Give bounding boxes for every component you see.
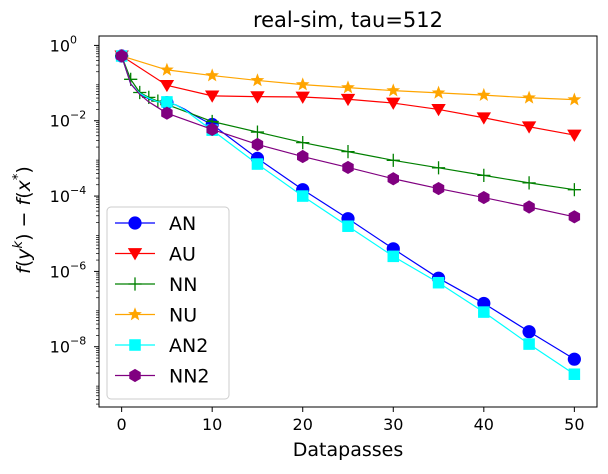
x-tick-label: 50 xyxy=(564,415,584,434)
data-point xyxy=(159,79,175,93)
data-point xyxy=(250,73,265,87)
data-point xyxy=(567,92,582,106)
legend-label: AN xyxy=(169,213,196,235)
data-point xyxy=(296,135,310,150)
y-tick-label-exponent: −6 xyxy=(70,259,86,272)
data-point xyxy=(568,210,581,224)
data-point xyxy=(161,106,173,120)
y-tick-label-exponent: −4 xyxy=(70,184,86,197)
data-point xyxy=(386,97,401,110)
legend-box xyxy=(106,206,230,400)
data-point xyxy=(205,68,220,82)
data-point xyxy=(295,91,310,104)
data-point xyxy=(161,96,173,108)
legend-item-an: AN xyxy=(115,213,196,235)
legend-item-nu: NU xyxy=(115,305,197,327)
y-tick-label-exponent: 0 xyxy=(70,33,77,46)
data-point xyxy=(522,325,536,339)
x-tick-label: 20 xyxy=(293,415,313,434)
legend-label: AU xyxy=(169,244,196,266)
legend: AN AU NN NU AN2 NN2 xyxy=(106,206,230,400)
plot-frame xyxy=(98,35,598,408)
data-point xyxy=(523,200,535,214)
data-point xyxy=(250,91,265,104)
data-point xyxy=(297,149,309,164)
legend-label: AN2 xyxy=(169,335,208,357)
legend-item-au: AU xyxy=(115,244,196,266)
legend-label: NU xyxy=(169,305,197,327)
x-tick-label: 30 xyxy=(383,415,403,434)
data-point xyxy=(523,338,535,350)
y-tick-label: 10 xyxy=(50,112,70,131)
data-point xyxy=(296,190,309,202)
data-point xyxy=(129,368,141,383)
data-point xyxy=(476,112,492,125)
data-point xyxy=(251,137,264,152)
data-point xyxy=(432,181,445,196)
data-point xyxy=(160,62,174,76)
plot-area xyxy=(98,35,598,408)
data-point xyxy=(128,277,142,291)
series-au xyxy=(114,50,582,142)
data-point xyxy=(431,161,446,175)
series-line xyxy=(121,55,575,101)
data-point xyxy=(206,122,218,137)
data-point xyxy=(251,158,264,170)
data-point xyxy=(387,172,399,186)
data-point xyxy=(342,160,354,175)
y-tick-label-exponent: −2 xyxy=(70,109,86,122)
series-nu xyxy=(114,48,582,106)
data-point xyxy=(129,339,141,351)
data-point xyxy=(387,250,400,263)
series-line xyxy=(121,55,575,218)
x-axis-label: Datapasses xyxy=(293,439,403,461)
data-point xyxy=(568,368,581,380)
legend-label: NN xyxy=(169,274,197,296)
data-point xyxy=(478,306,490,318)
y-tick-label: 10 xyxy=(50,187,70,206)
data-point xyxy=(128,216,142,230)
data-point xyxy=(386,83,401,97)
data-point xyxy=(295,77,310,91)
data-point xyxy=(128,307,142,321)
data-point xyxy=(522,90,536,104)
data-point xyxy=(432,276,445,289)
chart-title: real-sim, tau=512 xyxy=(253,8,443,32)
y-axis-label: f(yk) − f(x*) xyxy=(11,166,35,274)
data-point xyxy=(204,90,220,103)
data-point xyxy=(567,129,582,142)
data-point xyxy=(477,168,491,182)
data-point xyxy=(115,49,128,63)
data-point xyxy=(522,176,536,190)
y-tick-label-exponent: −8 xyxy=(70,335,86,348)
data-point xyxy=(250,125,265,139)
x-tick-label: 40 xyxy=(474,415,494,434)
series-nn2 xyxy=(115,49,581,224)
y-tick-label: 10 xyxy=(50,338,70,357)
x-tick-label: 0 xyxy=(117,415,127,434)
data-point xyxy=(521,121,537,134)
legend-item-nn2: NN2 xyxy=(115,366,210,388)
data-point xyxy=(431,85,446,99)
data-point xyxy=(341,80,355,94)
data-point xyxy=(341,145,355,159)
x-tick-label: 10 xyxy=(202,415,222,434)
data-point xyxy=(127,248,143,261)
data-point xyxy=(431,104,446,117)
data-point xyxy=(476,87,491,101)
x-axis: 0 10 20 30 40 50 xyxy=(117,407,585,434)
data-point xyxy=(342,220,354,232)
data-point xyxy=(340,93,356,107)
data-point xyxy=(567,352,581,366)
y-tick-label: 10 xyxy=(50,36,70,55)
data-point xyxy=(478,190,490,205)
y-tick-label: 10 xyxy=(50,262,70,281)
data-point xyxy=(567,183,581,197)
data-point xyxy=(386,153,400,167)
legend-item-an2: AN2 xyxy=(115,335,208,357)
legend-item-nn: NN xyxy=(115,274,197,296)
legend-label: NN2 xyxy=(169,366,210,388)
